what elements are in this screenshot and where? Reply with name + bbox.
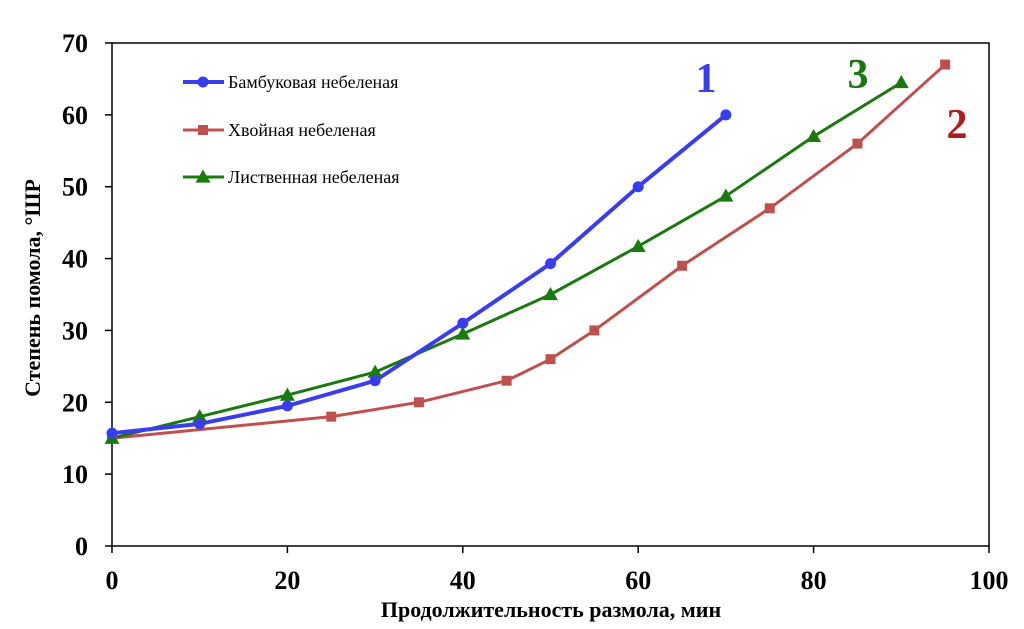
data-point: [940, 59, 951, 70]
series-markers: [104, 59, 951, 444]
legend-marker: [195, 169, 211, 183]
data-point: [545, 354, 556, 365]
series-label-1: 1: [696, 56, 717, 102]
series-label-2: 2: [947, 102, 968, 148]
data-point: [413, 397, 424, 408]
series-labels: 1 2 3: [696, 52, 968, 148]
data-point: [720, 109, 732, 121]
series-label-3: 3: [848, 52, 869, 98]
data-point: [369, 375, 381, 387]
y-axis-title: Степень помола, °ШР: [20, 179, 45, 397]
data-point: [718, 188, 734, 202]
legend-entry: Лиственная небеленая: [228, 167, 400, 187]
data-point: [545, 258, 556, 270]
tick-labels: 0 20 40 60 80 100 0 10 20 30 40 50 60 70: [62, 29, 1009, 595]
data-point: [367, 364, 383, 378]
series-line-3: [111, 81, 903, 440]
legend-marker: [198, 125, 208, 135]
data-point: [806, 128, 822, 143]
y-tick-label: 60: [62, 101, 88, 130]
x-tick-label: 0: [106, 566, 119, 595]
data-point: [852, 138, 863, 149]
data-point: [589, 325, 600, 336]
y-tick-label: 70: [62, 29, 88, 58]
y-tick-label: 10: [62, 460, 88, 489]
y-tick-label: 50: [62, 173, 88, 202]
legend-entry: Бамбуковая небеленая: [228, 72, 398, 92]
y-tick-label: 40: [62, 245, 88, 274]
data-point: [632, 181, 644, 193]
data-point: [279, 387, 295, 401]
y-tick-label: 30: [62, 316, 88, 345]
x-tick-label: 60: [625, 566, 651, 595]
legend-marker: [197, 76, 209, 88]
data-point: [455, 326, 471, 340]
series-line-2: [111, 63, 947, 440]
data-point: [543, 287, 558, 301]
data-point: [501, 375, 512, 386]
data-point: [281, 400, 293, 412]
data-point: [457, 317, 469, 329]
series-line-1: [111, 113, 728, 436]
data-point: [677, 260, 688, 271]
data-point: [326, 411, 337, 422]
x-tick-label: 80: [801, 566, 827, 595]
legend-entry: Хвойная небеленая: [228, 120, 376, 140]
data-point: [194, 418, 206, 430]
x-tick-label: 40: [450, 566, 476, 595]
data-point: [764, 203, 775, 214]
y-tick-label: 20: [62, 388, 88, 417]
data-point: [893, 75, 909, 89]
axes: [105, 42, 990, 553]
legend: Бамбуковая небеленая Хвойная небеленая Лис…: [183, 72, 400, 187]
x-axis-title: Продолжительность размола, мин: [381, 597, 722, 622]
x-tick-label: 20: [274, 566, 300, 595]
data-point: [192, 409, 208, 423]
data-point: [630, 238, 646, 252]
series-lines: [111, 63, 947, 440]
plot-frame: [111, 42, 990, 547]
x-tick-label: 100: [970, 566, 1009, 595]
y-tick-label: 0: [75, 532, 88, 561]
data-point: [106, 427, 118, 439]
